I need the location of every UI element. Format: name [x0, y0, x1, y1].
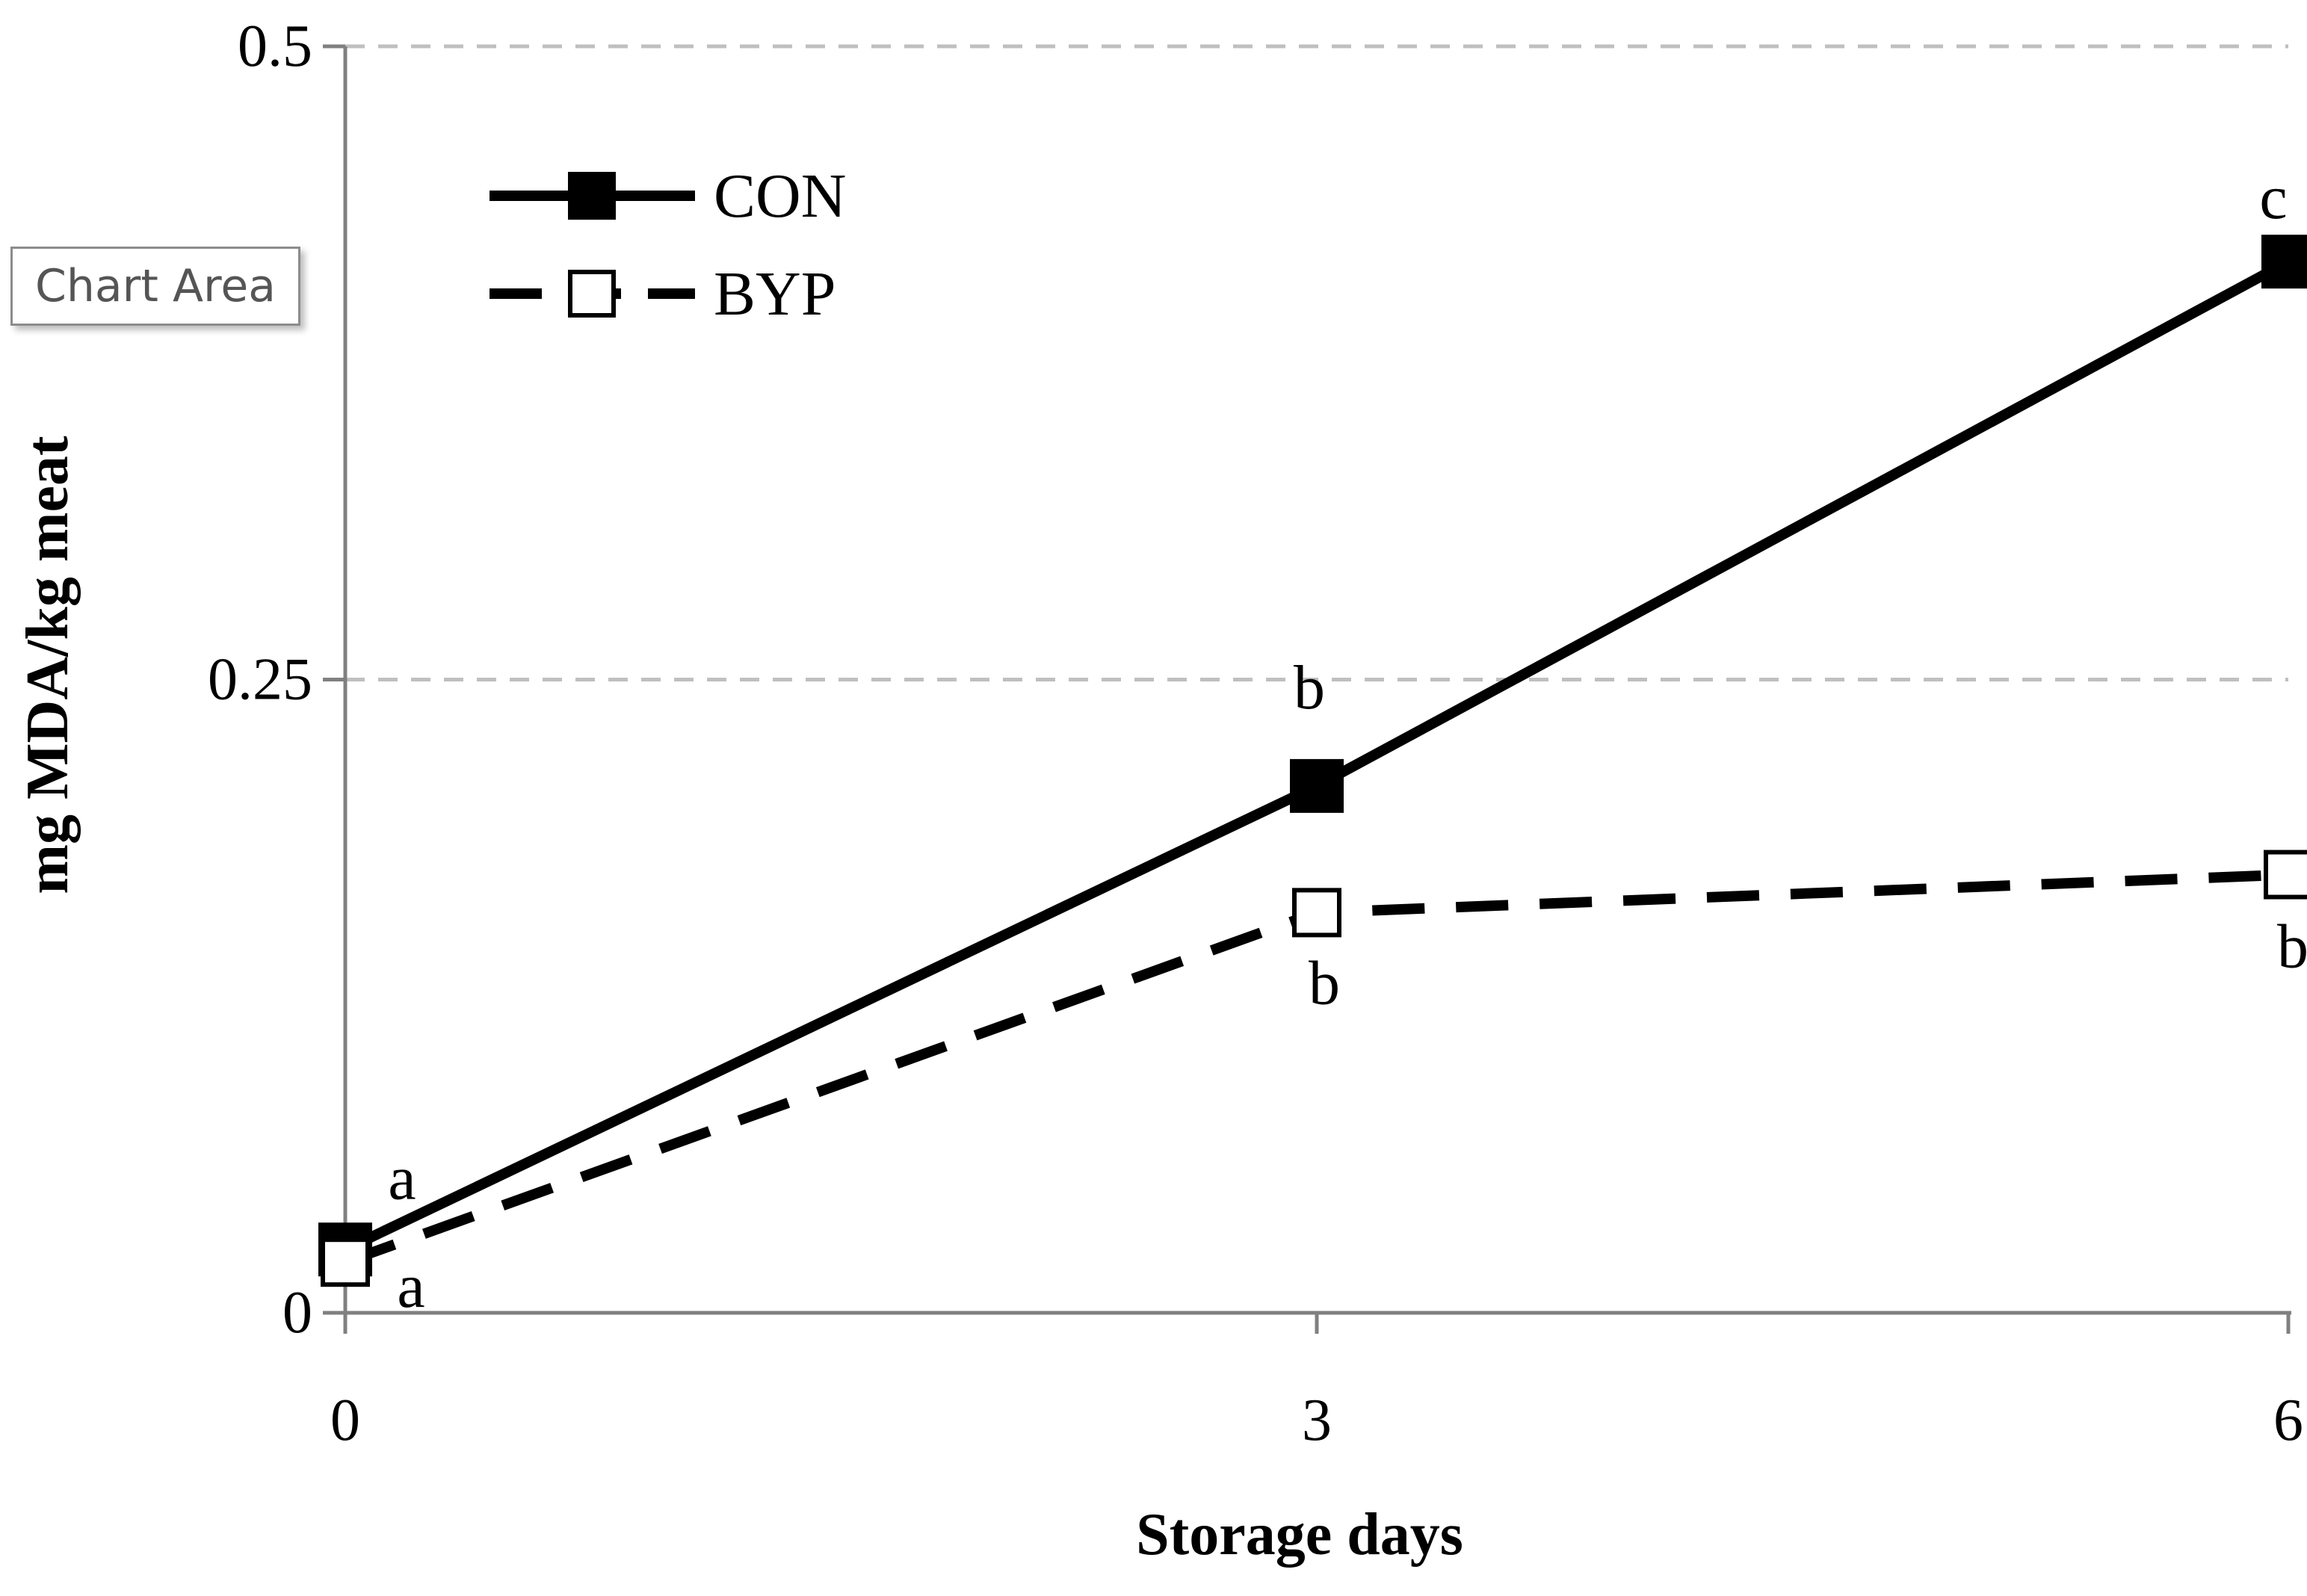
y-tick-label-2: 0.5: [238, 13, 312, 79]
marker-byp-2: [2264, 850, 2307, 900]
y-tick-label-1: 0.25: [208, 647, 312, 713]
data-label-con-2: c: [2259, 163, 2287, 232]
data-label-byp-2: b: [2277, 912, 2307, 982]
legend-marker-byp: [568, 270, 616, 318]
label-layer: a b c a b b: [388, 163, 2307, 1321]
x-tick-label-1: 3: [1302, 1388, 1332, 1453]
data-label-byp-1: b: [1309, 948, 1340, 1018]
series-line-con: [342, 256, 2291, 1255]
y-axis-title: mg MDA/kg meat: [15, 436, 81, 894]
x-axis-title: Storage days: [1136, 1502, 1463, 1568]
x-tick-label-2: 6: [2273, 1388, 2303, 1453]
legend-marker-con: [568, 172, 616, 220]
data-label-con-1: b: [1294, 653, 1325, 723]
grid-layer: [345, 44, 2288, 681]
legend-label-byp: BYP: [714, 259, 836, 329]
data-label-con-0: a: [388, 1143, 416, 1213]
marker-byp-0: [321, 1237, 370, 1287]
marker-con-2: [2261, 235, 2307, 289]
x-tick-label-0: 0: [330, 1388, 360, 1453]
data-label-byp-0: a: [397, 1252, 424, 1321]
legend-label-con: CON: [714, 161, 846, 231]
y-tick-label-0: 0: [282, 1280, 312, 1346]
legend: CON BYP: [489, 161, 846, 329]
marker-byp-1: [1292, 888, 1341, 938]
marker-con-1: [1290, 758, 1344, 813]
chart-area-tooltip: Chart Area: [10, 247, 300, 326]
axis-layer: 0 0.25 0.5 0 3 6: [208, 13, 2303, 1453]
series-layer: [318, 235, 2307, 1287]
chart-area-tooltip-text: Chart Area: [34, 260, 277, 312]
